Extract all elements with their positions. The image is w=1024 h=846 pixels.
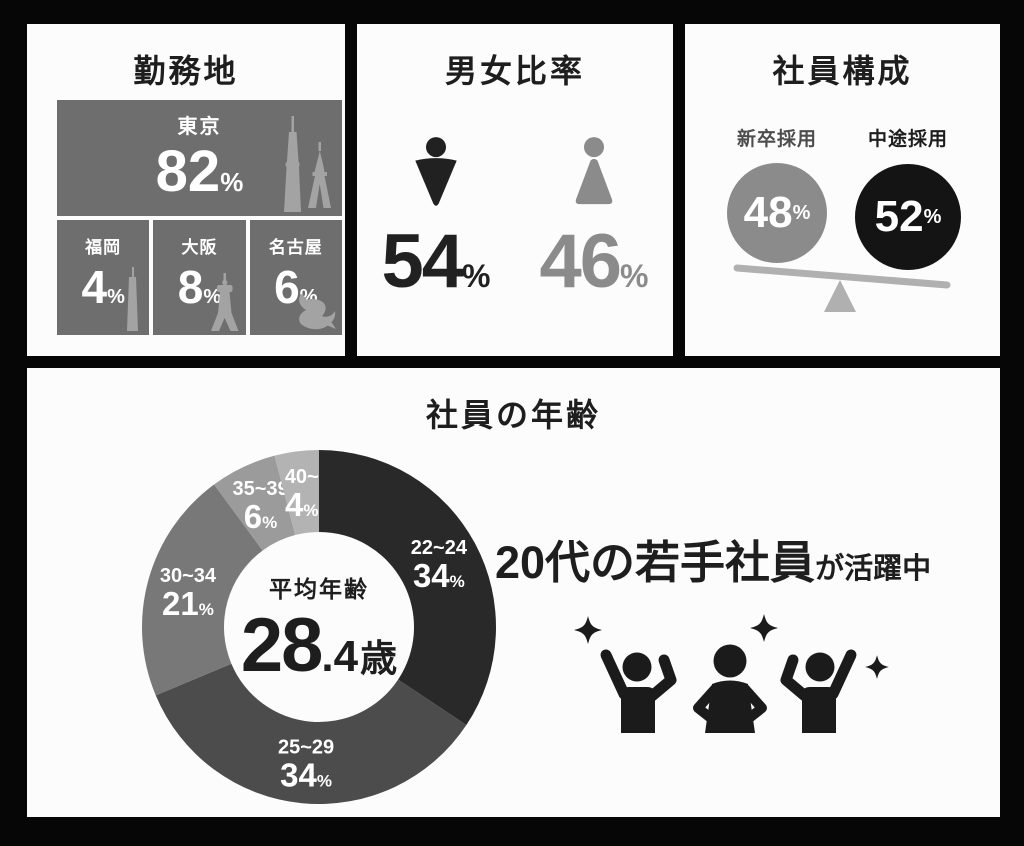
donut-label-range: 22~24 bbox=[411, 537, 468, 559]
tsutenkaku-tower-icon bbox=[210, 273, 239, 331]
new-grad-circle: 48% bbox=[727, 163, 827, 263]
sparkle-icon bbox=[574, 616, 602, 644]
donut-slice-30~34 bbox=[142, 484, 263, 696]
employee-composition-title: 社員構成 bbox=[772, 53, 913, 89]
location-box-osaka: 大阪 8% bbox=[153, 220, 246, 335]
person-hands-on-hips-icon bbox=[693, 644, 767, 733]
location-name: 名古屋 bbox=[268, 238, 323, 257]
sparkle-icon bbox=[865, 655, 889, 679]
location-box-nagoya: 名古屋 6% bbox=[249, 220, 342, 335]
new-grad-column: 新卒採用 48% bbox=[723, 124, 831, 263]
new-grad-label: 新卒採用 bbox=[736, 129, 817, 150]
mid-career-column: 中途採用 52% bbox=[851, 124, 965, 270]
location-box-tokyo: 東京 82% bbox=[57, 100, 342, 216]
shachihoko-icon bbox=[299, 294, 336, 330]
gender-male-column: 54% bbox=[360, 136, 512, 300]
person-arms-raised-icon bbox=[600, 649, 677, 733]
donut-slice-22~24 bbox=[319, 450, 496, 726]
age-headline: 20代の若手社員が活躍中 bbox=[495, 540, 931, 585]
headline-rest: が活躍中 bbox=[815, 553, 932, 585]
donut-label-value: 34% bbox=[413, 557, 465, 594]
donut-slice-40~ bbox=[274, 450, 319, 536]
donut-label-range: 30~34 bbox=[160, 565, 217, 587]
donut-label-range: 40~ bbox=[285, 466, 319, 488]
gender-female-column: 46% bbox=[518, 136, 670, 300]
donut-label-range: 25~29 bbox=[278, 736, 334, 758]
donut-label-value: 6% bbox=[244, 498, 277, 535]
seesaw-balance-icon bbox=[733, 264, 951, 312]
gender-figures: 54% 46% bbox=[357, 136, 673, 300]
skytree-tokyo-tower-icon bbox=[284, 116, 331, 212]
fukuoka-tower-icon bbox=[127, 267, 139, 331]
employee-age-title: 社員の年齢 bbox=[425, 397, 601, 433]
celebrating-people-icon bbox=[574, 614, 889, 733]
location-name: 大阪 bbox=[181, 238, 218, 257]
location-name: 福岡 bbox=[85, 238, 122, 257]
location-value: 82% bbox=[155, 139, 244, 204]
panel-gender-ratio: 男女比率 54% 46% bbox=[357, 24, 673, 356]
work-location-title: 勤務地 bbox=[133, 53, 239, 89]
panel-employee-age: 社員の年齢 22~24 34% 25~29 34% 30~34 21% 35~39 6% 40~… bbox=[27, 368, 1000, 817]
donut-slice-25~29 bbox=[155, 663, 467, 804]
location-name: 東京 bbox=[177, 116, 222, 138]
age-donut-chart: 22~24 34% 25~29 34% 30~34 21% 35~39 6% 40~ 4% 平均年… bbox=[134, 442, 504, 812]
headline-strong: 20代の若手社員 bbox=[495, 537, 816, 588]
person-arms-raised-icon bbox=[780, 649, 857, 733]
donut-label-value: 21% bbox=[162, 585, 214, 622]
location-box-fukuoka: 福岡 4% bbox=[57, 220, 150, 335]
donut-label-range: 35~39 bbox=[232, 478, 288, 500]
male-percentage: 54% bbox=[381, 219, 491, 304]
location-small-boxes: 福岡 4% 大阪 8% bbox=[57, 220, 342, 335]
mid-career-label: 中途採用 bbox=[867, 129, 948, 150]
donut-label-value: 4% bbox=[285, 486, 318, 523]
panel-work-location: 勤務地 東京 82% 福岡 4% bbox=[27, 24, 345, 356]
donut-slice-35~39 bbox=[214, 455, 296, 551]
gender-ratio-title: 男女比率 bbox=[444, 53, 585, 89]
female-pictogram-icon bbox=[575, 137, 613, 205]
donut-label-value: 34% bbox=[280, 756, 332, 793]
location-value: 4% bbox=[81, 261, 125, 313]
sparkle-icon bbox=[750, 614, 778, 642]
mid-career-circle: 52% bbox=[855, 164, 961, 270]
location-value: 8% bbox=[177, 261, 222, 313]
female-percentage: 46% bbox=[539, 219, 649, 304]
male-pictogram-icon bbox=[415, 137, 457, 206]
panel-employee-composition: 社員構成 新卒採用 48% 中途採用 52% bbox=[685, 24, 1000, 356]
location-boxes: 東京 82% 福岡 4% bbox=[57, 100, 342, 335]
